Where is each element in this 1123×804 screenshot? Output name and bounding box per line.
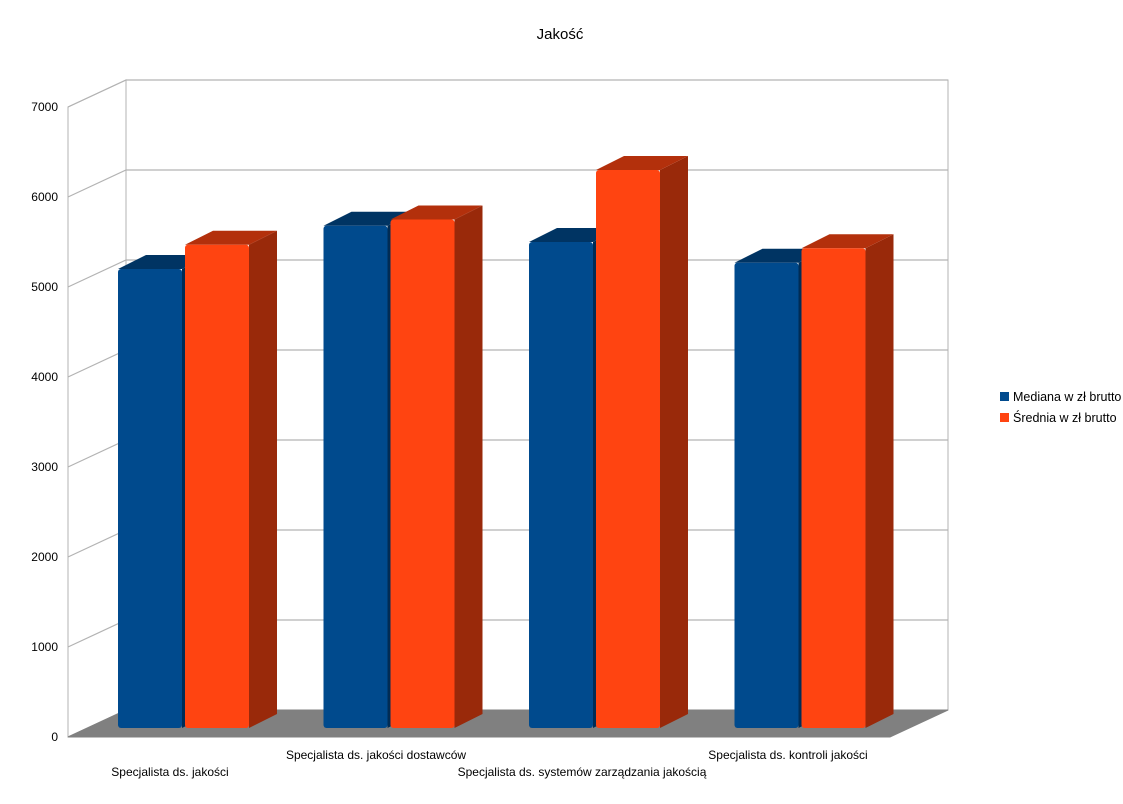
bar-front <box>801 248 866 729</box>
x-category-label: Specjalista ds. kontroli jakości <box>708 748 867 762</box>
bar-side <box>454 205 483 728</box>
legend: Mediana w zł brutto Średnia w zł brutto <box>1000 386 1121 428</box>
y-tick-label: 1000 <box>31 640 58 654</box>
y-tick-label: 7000 <box>31 100 58 114</box>
bars <box>118 156 894 729</box>
bar-top <box>801 234 894 249</box>
bar-front <box>529 242 593 728</box>
gridline <box>67 79 948 108</box>
bar-side <box>865 234 894 729</box>
chart-title: Jakość <box>537 26 584 43</box>
bar <box>801 234 894 729</box>
legend-label-median: Mediana w zł brutto <box>1013 389 1122 404</box>
y-axis-ticks: 0 1000 2000 3000 4000 5000 6000 7000 <box>31 100 58 744</box>
bar <box>185 230 277 728</box>
bar-front <box>596 170 660 728</box>
y-tick-label: 4000 <box>31 370 58 384</box>
bar-front <box>185 244 249 728</box>
x-category-label: Specjalista ds. systemów zarządzania jak… <box>458 765 707 779</box>
y-tick-label: 6000 <box>31 190 58 204</box>
legend-swatch-median <box>1000 392 1009 401</box>
bar-front <box>323 225 388 729</box>
bar-front <box>118 269 182 728</box>
x-axis-categories: Specjalista ds. jakości Specjalista ds. j… <box>111 748 867 779</box>
floor-plane <box>67 709 949 738</box>
bar-side <box>249 230 277 728</box>
bar-top <box>596 156 688 170</box>
legend-swatch-mean <box>1000 413 1009 422</box>
legend-label-mean: Średnia w zł brutto <box>1013 410 1117 425</box>
chart-floor <box>67 709 949 738</box>
bar <box>596 156 688 728</box>
y-tick-label: 2000 <box>31 550 58 564</box>
legend-item-mean: Średnia w zł brutto <box>1000 407 1121 428</box>
bar <box>390 205 483 728</box>
x-category-label: Specjalista ds. jakości <box>111 765 228 779</box>
legend-item-median: Mediana w zł brutto <box>1000 386 1121 407</box>
x-category-label: Specjalista ds. jakości dostawców <box>286 748 466 762</box>
side-wall <box>67 79 127 738</box>
bar-top <box>390 205 483 220</box>
bar-front <box>734 262 799 728</box>
bar-top <box>185 230 277 245</box>
y-tick-label: 5000 <box>31 280 58 294</box>
bar-front <box>390 219 455 728</box>
y-tick-label: 0 <box>51 730 58 744</box>
bar-side <box>660 156 688 728</box>
y-tick-label: 3000 <box>31 460 58 474</box>
